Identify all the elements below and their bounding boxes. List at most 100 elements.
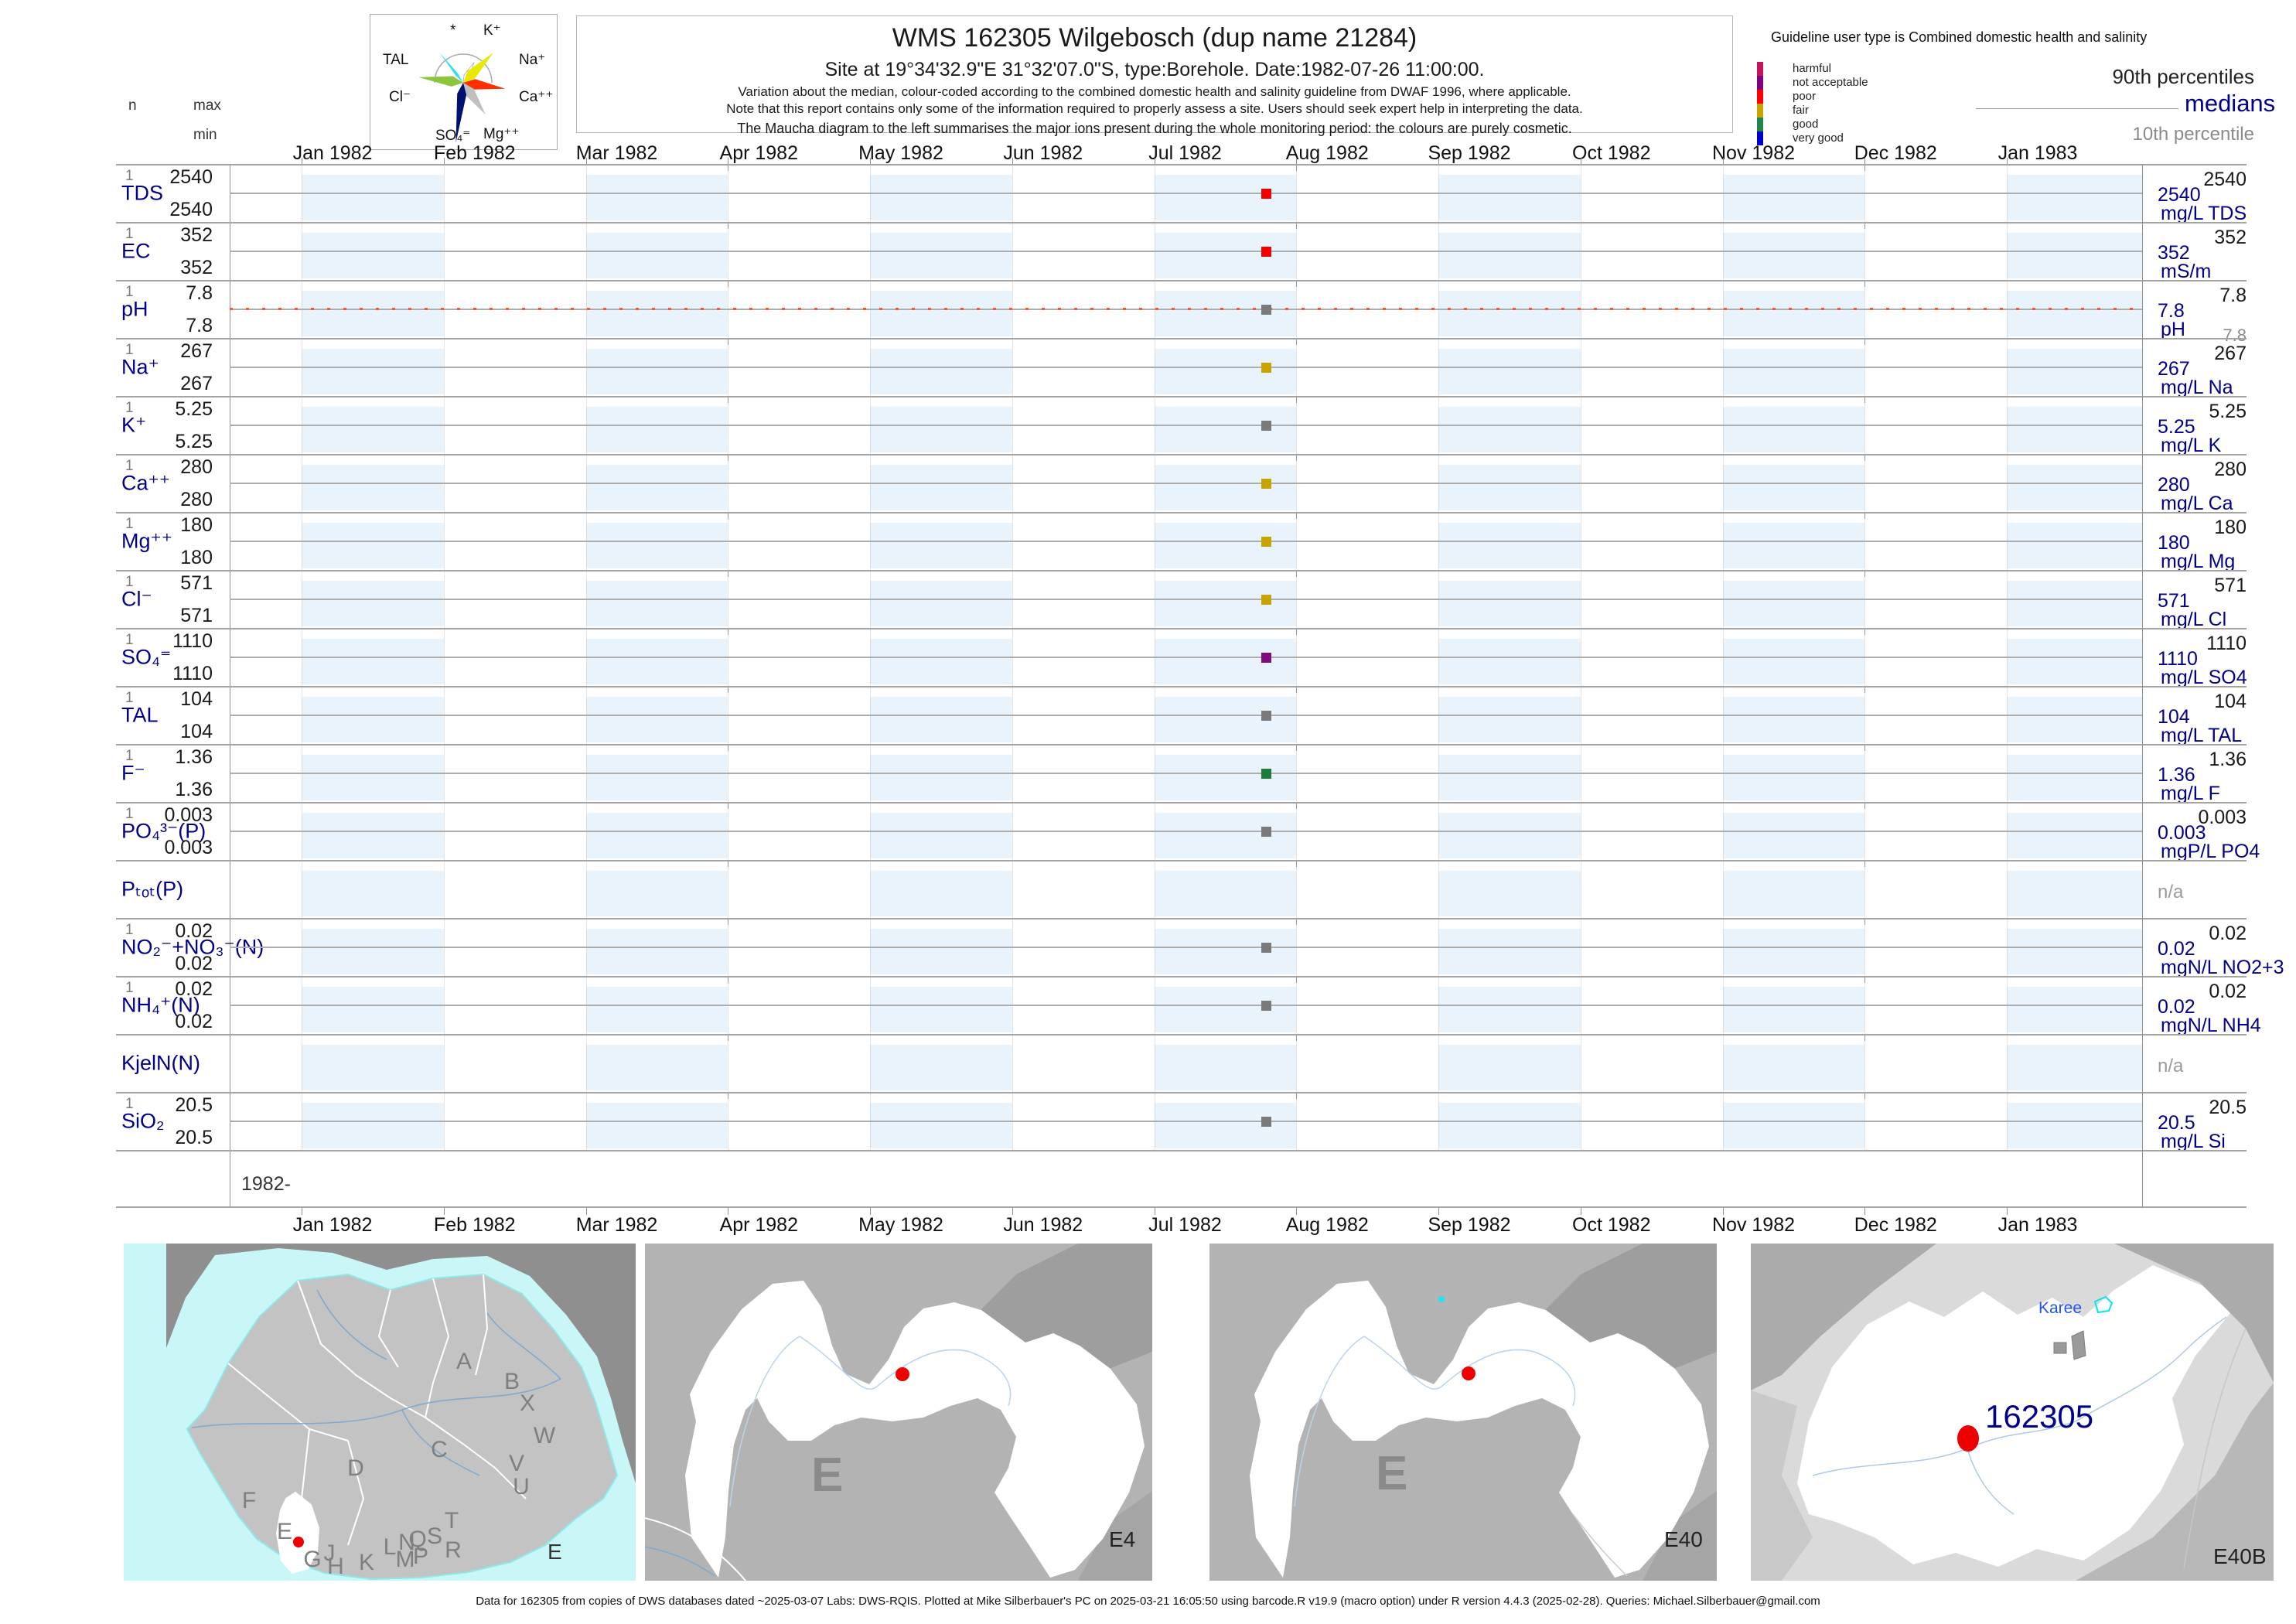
row-left-labels: KjelN(N) bbox=[116, 1035, 230, 1092]
param-row: 1 2540 TDS 2540 2540 2540 mg/L TDS bbox=[116, 164, 2247, 224]
month-label: Sep 1982 bbox=[1428, 1214, 1511, 1236]
max-value: 0.003 bbox=[164, 804, 213, 826]
month-shading-band bbox=[585, 929, 728, 974]
month-shading-band bbox=[1438, 871, 1581, 916]
month-shading-band bbox=[302, 929, 444, 974]
median-line bbox=[230, 193, 2142, 194]
month-shading-band bbox=[585, 697, 728, 742]
month-shading-band bbox=[585, 755, 728, 800]
median-line bbox=[230, 599, 2142, 600]
month-label: Nov 1982 bbox=[1711, 1214, 1796, 1236]
map-e40b-svg: Karee 162305 E40B bbox=[1751, 1244, 2274, 1581]
month-shading-band bbox=[2007, 1045, 2142, 1090]
median-value: 5.25 bbox=[2158, 416, 2195, 438]
row-plot-area bbox=[230, 223, 2142, 280]
region-letter-B: B bbox=[504, 1369, 520, 1394]
map-e4-svg: E E4 bbox=[644, 1244, 1152, 1581]
region-letter-L: L bbox=[384, 1534, 397, 1560]
parameter-label: Ca⁺⁺ bbox=[121, 470, 171, 494]
neighbour-land bbox=[166, 1244, 636, 1483]
quarter-tick bbox=[1864, 223, 1866, 229]
region-letters: A BX C WVU D FE TSQ R NL PM J K G H bbox=[242, 1349, 556, 1579]
month-shading-band bbox=[1438, 465, 1581, 510]
param-row: 1 104 TAL 104 104 104 mg/L TAL bbox=[116, 686, 2247, 746]
month-grid-line bbox=[1012, 1035, 1013, 1092]
axis-tick bbox=[1296, 158, 1298, 164]
month-shading-band bbox=[1438, 639, 1581, 684]
month-label: Jan 1982 bbox=[292, 142, 373, 164]
row-plot-area bbox=[230, 281, 2142, 338]
month-shading-band bbox=[1722, 1045, 1865, 1090]
parameter-label: TDS bbox=[121, 180, 163, 204]
row-right-labels: n/a bbox=[2142, 861, 2296, 918]
month-shading-band bbox=[1438, 987, 1581, 1032]
month-shading-band bbox=[302, 581, 444, 626]
parameter-label: PO₄³⁻(P) bbox=[121, 818, 206, 842]
built-area bbox=[2053, 1342, 2067, 1354]
month-grid-line bbox=[1864, 1035, 1866, 1092]
month-shading-band bbox=[1154, 1045, 1297, 1090]
month-shading-band bbox=[1154, 233, 1297, 278]
parameter-label: SiO₂ bbox=[121, 1108, 165, 1132]
quarter-tick bbox=[1296, 455, 1298, 461]
sample-count: 1 bbox=[125, 342, 134, 358]
month-shading-band bbox=[1154, 581, 1297, 626]
p90-value: 180 bbox=[2214, 517, 2247, 538]
region-letter-M: M bbox=[396, 1547, 415, 1572]
month-shading-band bbox=[585, 987, 728, 1032]
unit-label: mg/L TDS bbox=[2161, 203, 2247, 224]
quarter-tick bbox=[1864, 339, 1866, 345]
parameter-rows: 1 2540 TDS 2540 2540 2540 mg/L TDS 1 352 EC 352 352… bbox=[116, 164, 2284, 1208]
month-shading-band bbox=[1438, 291, 1581, 336]
quarter-tick bbox=[1296, 513, 1298, 519]
max-legend-label: max bbox=[193, 97, 221, 114]
sample-count: 1 bbox=[125, 1096, 134, 1112]
parameter-label: SO₄⁼ bbox=[121, 644, 172, 668]
sample-point bbox=[1261, 363, 1271, 373]
month-label: Sep 1982 bbox=[1428, 142, 1511, 164]
month-shading-band bbox=[2007, 755, 2142, 800]
row-plot-area bbox=[230, 339, 2142, 396]
axis-tick bbox=[1722, 1208, 1724, 1215]
guideline-swatch-fair bbox=[1757, 104, 1763, 118]
highlighted-region-e bbox=[275, 1491, 320, 1575]
axis-tick bbox=[1438, 1208, 1439, 1215]
quarter-tick bbox=[1864, 513, 1866, 519]
month-shading-band bbox=[1438, 697, 1581, 742]
quarter-tick bbox=[1296, 165, 1298, 171]
min-value: 2540 bbox=[169, 199, 213, 220]
guideline-label: good bbox=[1793, 118, 1819, 131]
unit-label: mg/L Mg bbox=[2161, 551, 2236, 572]
month-shading-band bbox=[585, 349, 728, 394]
region-letter-E: E bbox=[277, 1519, 292, 1544]
guideline-swatch-harmful bbox=[1757, 62, 1763, 76]
row-right-labels: 20.5 20.5 mg/L Si bbox=[2142, 1093, 2296, 1152]
row-right-labels: 5.25 5.25 mg/L K bbox=[2142, 397, 2296, 456]
row-right-labels: 352 352 mS/m bbox=[2142, 223, 2296, 282]
month-label: Jul 1982 bbox=[1148, 1214, 1222, 1236]
row-left-labels: 1 20.5 SiO₂ 20.5 bbox=[116, 1093, 230, 1150]
month-shading-band bbox=[302, 813, 444, 858]
quarter-tick bbox=[1296, 397, 1298, 403]
min-value: 1110 bbox=[172, 663, 213, 684]
quarter-tick bbox=[1296, 281, 1298, 287]
row-right-labels: 280 280 mg/L Ca bbox=[2142, 455, 2296, 514]
sample-point bbox=[1261, 653, 1271, 663]
month-shading-band bbox=[870, 233, 1012, 278]
row-right-labels: 180 180 mg/L Mg bbox=[2142, 513, 2296, 572]
site-dot bbox=[1957, 1425, 1979, 1452]
catchment-e40b bbox=[1797, 1265, 2230, 1567]
month-shading-band bbox=[1722, 581, 1865, 626]
month-label: Apr 1982 bbox=[719, 142, 798, 164]
month-shading-band bbox=[1722, 407, 1865, 452]
month-label: Oct 1982 bbox=[1572, 142, 1651, 164]
month-shading-band bbox=[1154, 349, 1297, 394]
row-left-labels: 1 280 Ca⁺⁺ 280 bbox=[116, 455, 230, 512]
axis-tick bbox=[870, 158, 871, 164]
max-value: 104 bbox=[180, 688, 213, 710]
month-grid-line bbox=[1864, 861, 1866, 918]
row-plot-area bbox=[230, 687, 2142, 744]
row-plot-area bbox=[230, 165, 2142, 222]
parameter-label: pH bbox=[121, 296, 148, 320]
quarter-tick bbox=[1864, 687, 1866, 693]
